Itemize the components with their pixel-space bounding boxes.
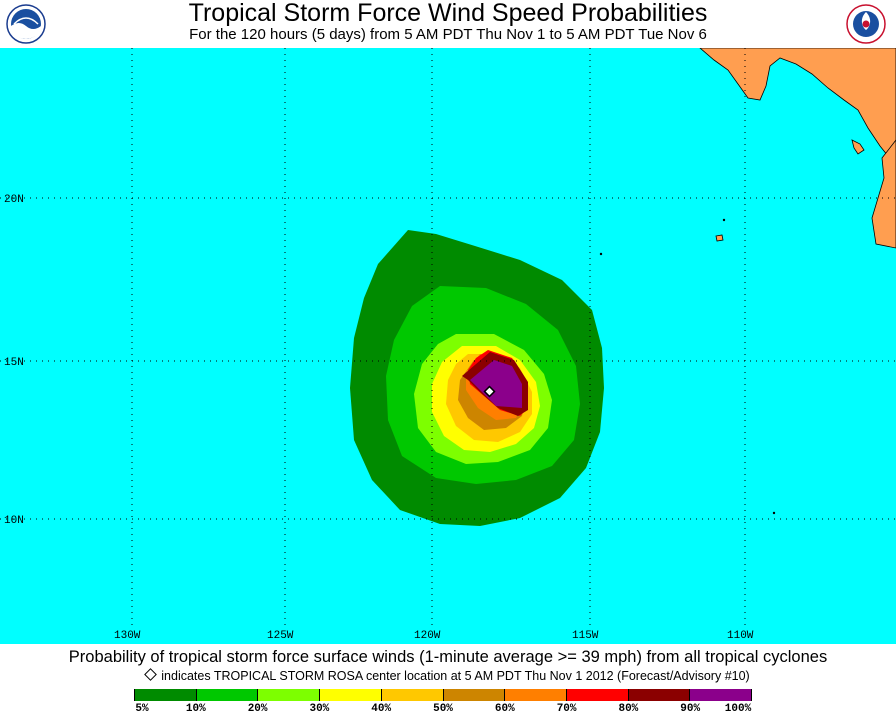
legend-label: 20% xyxy=(247,703,268,715)
small-island-d xyxy=(772,511,776,515)
lon-label-130w: 130W xyxy=(114,630,141,642)
legend-swatch xyxy=(690,689,753,701)
lat-label-15n: 15N xyxy=(4,357,24,369)
small-island-c xyxy=(722,218,726,222)
probability-legend xyxy=(134,689,753,701)
storm-center-marker-icon xyxy=(483,385,496,398)
legend-swatch xyxy=(196,689,259,701)
prob-90-100 xyxy=(470,360,522,408)
latitude-labels: 20N 15N 10N xyxy=(4,194,24,527)
revillagigedo-island xyxy=(715,234,724,242)
longitude-labels: 130W 125W 120W 115W 110W xyxy=(114,630,754,642)
legend-label: 40% xyxy=(371,703,392,715)
page-title: Tropical Storm Force Wind Speed Probabil… xyxy=(188,0,708,27)
lon-label-120w: 120W xyxy=(414,630,441,642)
lon-label-125w: 125W xyxy=(267,630,294,642)
small-island-a xyxy=(851,139,865,155)
lon-label-110w: 110W xyxy=(727,630,754,642)
legend-swatch xyxy=(566,689,629,701)
legend-swatch xyxy=(381,689,444,701)
legend-swatch xyxy=(628,689,691,701)
legend-label: 60% xyxy=(494,703,515,715)
lon-label-115w: 115W xyxy=(572,630,599,642)
legend-label: 5% xyxy=(135,703,149,715)
mainland-mexico-land xyxy=(871,139,896,249)
graticule xyxy=(0,48,896,628)
legend-label: 90% xyxy=(680,703,701,715)
lat-label-20n: 20N xyxy=(4,194,24,206)
legend-label: 70% xyxy=(556,703,577,715)
storm-center-note-text: indicates TROPICAL STORM ROSA center loc… xyxy=(161,669,750,683)
baja-california-land xyxy=(699,48,896,167)
page-subtitle: For the 120 hours (5 days) from 5 AM PDT… xyxy=(189,26,707,43)
legend-labels: 5% 10% 20% 30% 40% 50% 60% 70% 80% 90% 100% xyxy=(0,703,896,715)
map-caption: Probability of tropical storm force surf… xyxy=(68,648,828,666)
storm-center-note: indicates TROPICAL STORM ROSA center loc… xyxy=(0,668,896,683)
legend-label: 100% xyxy=(724,703,752,715)
legend-swatch xyxy=(134,689,197,701)
noaa-logo-icon xyxy=(6,4,46,44)
small-island-b xyxy=(599,252,603,256)
legend-swatch xyxy=(320,689,382,701)
legend-swatch xyxy=(505,689,567,701)
legend-swatch xyxy=(443,689,506,701)
footer: Probability of tropical storm force surf… xyxy=(0,644,896,716)
probability-map: 20N 15N 10N 130W 125W 120W 115W 110W xyxy=(0,48,896,644)
legend-label: 30% xyxy=(309,703,330,715)
national-weather-service-logo-icon xyxy=(846,4,886,44)
diamond-icon xyxy=(144,668,158,681)
legend-label: 10% xyxy=(185,703,206,715)
legend-swatch xyxy=(258,689,321,701)
legend-label: 50% xyxy=(433,703,453,715)
legend-label: 80% xyxy=(618,703,639,715)
header: Tropical Storm Force Wind Speed Probabil… xyxy=(0,0,896,48)
lat-label-10n: 10N xyxy=(4,515,24,527)
